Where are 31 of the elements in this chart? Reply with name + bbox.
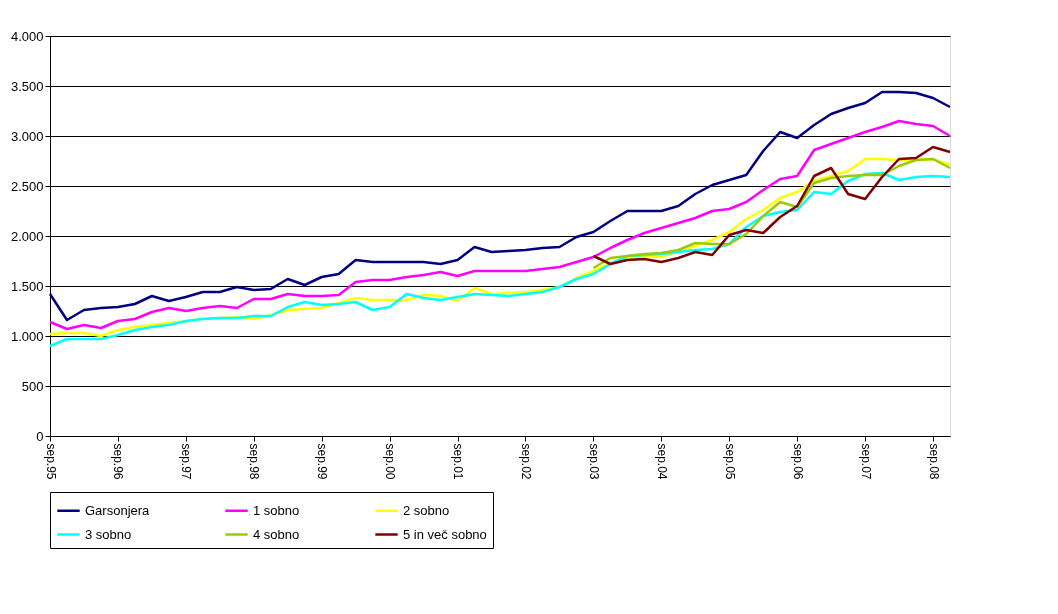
line-series [48,119,952,331]
x-tick-label: sep.96 [111,443,126,480]
x-tick-label: sep.08 [926,443,941,480]
y-tick-label: 3.000 [10,128,44,144]
legend-label: 4 sobno [253,526,300,542]
legend-label: 3 sobno [85,526,132,542]
y-tick-label: 500 [21,378,44,394]
y-tick-label: 0 [36,428,44,444]
line-series [48,90,952,322]
x-tick-label: sep.01 [451,443,466,480]
x-tick-label: sep.95 [43,443,58,480]
y-tick-label: 1.500 [10,278,44,294]
x-tick-label: sep.99 [315,443,330,480]
y-tick-label: 2.500 [10,178,44,194]
x-tick-label: sep.06 [790,443,805,480]
legend-label: 2 sobno [403,502,450,518]
x-tick-label: sep.04 [654,443,669,480]
x-tick-label: sep.00 [383,443,398,480]
y-tick-label: 2.000 [10,228,44,244]
y-tick-label: 3.500 [10,78,44,94]
x-tick-label: sep.05 [722,443,737,480]
legend-label: Garsonjera [85,502,151,518]
x-tick-label: sep.97 [179,443,194,480]
x-tick-label: sep.02 [518,443,533,480]
y-tick-label: 4.000 [10,28,44,44]
y-tick-label: 1.000 [10,328,44,344]
legend-label: 5 in več sobno [403,526,487,542]
legend-label: 1 sobno [253,502,300,518]
x-tick-label: sep.98 [247,443,262,480]
x-tick-label: sep.07 [858,443,873,480]
x-tick-label: sep.03 [586,443,601,480]
